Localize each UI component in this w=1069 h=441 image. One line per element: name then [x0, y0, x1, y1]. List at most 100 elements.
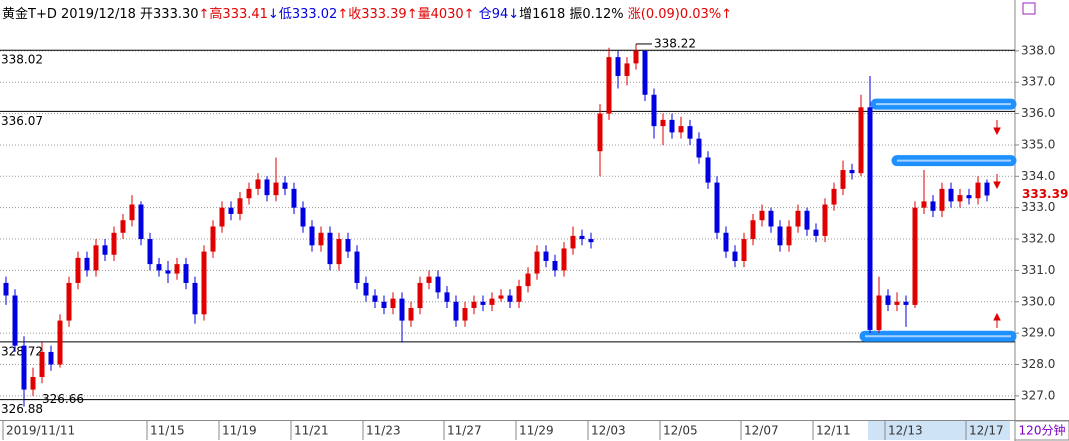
- low-label: 326.66: [42, 392, 84, 406]
- y-tick-label: 330.0: [1021, 294, 1055, 308]
- candle-body: [363, 282, 369, 296]
- candle-body: [525, 273, 531, 287]
- x-tick-label: 12/13: [888, 424, 923, 438]
- header-part: ↓低333.02: [267, 7, 338, 22]
- candle-body: [327, 232, 333, 265]
- candle-body: [615, 57, 621, 76]
- timeframe-box[interactable]: [1014, 420, 1069, 441]
- candle-body: [273, 182, 279, 196]
- candle-body: [732, 251, 738, 261]
- candle-body: [831, 188, 837, 205]
- candle-body: [777, 226, 783, 246]
- candle-body: [795, 210, 801, 227]
- candle-body: [561, 248, 567, 271]
- candle-body: [111, 232, 117, 255]
- arrow-up: [993, 312, 1001, 328]
- candle-body: [147, 239, 153, 265]
- candle-body: [705, 157, 711, 183]
- candle-body: [381, 301, 387, 309]
- y-tick-label: 336.0: [1021, 106, 1055, 120]
- candle-body: [300, 207, 306, 227]
- y-tick-label: 331.0: [1021, 263, 1055, 277]
- candle-body: [849, 170, 855, 174]
- candle-body: [696, 138, 702, 158]
- y-tick-label: 338.0: [1021, 43, 1055, 57]
- candle-body: [894, 301, 900, 305]
- y-tick-label: 332.0: [1021, 232, 1055, 246]
- x-tick-label: 2019/11/11: [6, 424, 75, 438]
- x-tick-label: 11/19: [222, 424, 257, 438]
- candle-body: [903, 301, 909, 305]
- candle-body: [624, 63, 630, 76]
- header-part: 涨(0.09)0.03%↑: [623, 7, 733, 22]
- level-label: 336.07: [1, 114, 43, 128]
- candle-body: [552, 260, 558, 271]
- y-tick-label: 328.0: [1021, 357, 1055, 371]
- candle-body: [507, 295, 513, 302]
- candle-body: [345, 239, 351, 252]
- candle-body: [12, 295, 18, 346]
- candle-body: [354, 251, 360, 283]
- candle-body: [84, 257, 90, 271]
- candle-body: [336, 239, 342, 265]
- candle-body: [174, 264, 180, 274]
- candle-body: [921, 201, 927, 208]
- y-tick-label: 335.0: [1021, 137, 1055, 151]
- x-tick-label: 12/17: [969, 424, 1004, 438]
- candle-body: [687, 126, 693, 139]
- arrow-down: [993, 174, 1001, 190]
- candle-body: [975, 182, 981, 199]
- candle-body: [426, 276, 432, 283]
- y-tick-label: 337.0: [1021, 75, 1055, 89]
- candle-body: [984, 182, 990, 196]
- candle-body: [399, 298, 405, 321]
- candle-body: [588, 239, 594, 243]
- candle-body: [822, 204, 828, 236]
- high-label: 338.22: [654, 36, 696, 50]
- candle-body: [606, 57, 612, 114]
- candle-body: [453, 301, 459, 321]
- candle-body: [228, 207, 234, 214]
- candle-body: [93, 245, 99, 271]
- candle-body: [156, 264, 162, 271]
- candle-body: [966, 195, 972, 199]
- last-price: 333.39: [1022, 187, 1068, 201]
- candle-body: [444, 292, 450, 302]
- candle-body: [462, 308, 468, 321]
- header-part: 仓94↓: [474, 7, 520, 22]
- x-tick-label: 11/15: [150, 424, 185, 438]
- candle-body: [210, 226, 216, 252]
- candle-body: [786, 226, 792, 246]
- candle-body: [669, 119, 675, 133]
- candle-body: [768, 210, 774, 227]
- icon[interactable]: [1022, 2, 1036, 15]
- candle-body: [183, 264, 189, 283]
- candle-body: [192, 282, 198, 315]
- candle-body: [678, 126, 684, 133]
- x-tick-label: 11/29: [519, 424, 554, 438]
- x-tick-label: 12/05: [663, 424, 698, 438]
- candle-body: [876, 295, 882, 330]
- candle-body: [867, 107, 873, 330]
- y-tick-label: 333.0: [1021, 200, 1055, 214]
- candle-body: [660, 119, 666, 127]
- candle-body: [120, 220, 126, 233]
- x-tick-label: 12/03: [591, 424, 626, 438]
- x-tick-label: 11/21: [294, 424, 329, 438]
- level-label: 338.02: [1, 53, 43, 67]
- candle-body: [804, 210, 810, 230]
- candle-body: [309, 226, 315, 246]
- candle-body: [138, 204, 144, 240]
- candle-body: [948, 188, 954, 202]
- x-tick-label: 11/23: [366, 424, 401, 438]
- header: 黄金T+D 2019/12/18 开333.30↑高333.41↓低333.02…: [2, 3, 732, 22]
- candle-body: [651, 94, 657, 127]
- candle-body: [930, 201, 936, 211]
- timeframe[interactable]: 120分钟: [1019, 423, 1066, 438]
- header-part: ↑高333.41: [198, 7, 268, 22]
- candle-body: [264, 179, 270, 196]
- candle-body: [840, 170, 846, 189]
- candle-body: [372, 295, 378, 302]
- candle-body: [471, 301, 477, 309]
